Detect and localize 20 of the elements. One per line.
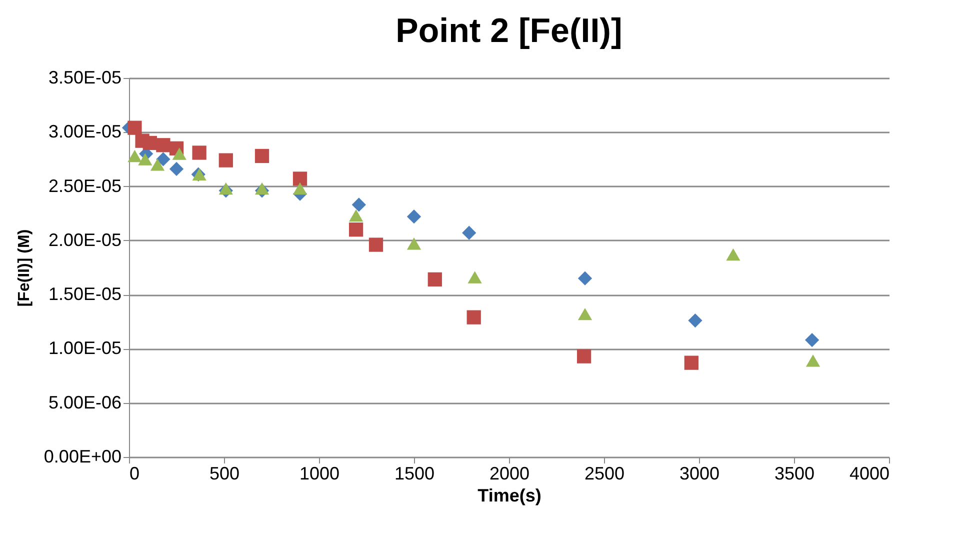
x-tick-label: 1500 xyxy=(394,464,435,484)
y-axis-title: [Fe(II)] (M) xyxy=(16,229,33,307)
x-tick-label: 3000 xyxy=(679,464,720,484)
x-tick-label: 4000 xyxy=(849,464,890,484)
y-tick-label: 1.00E-05 xyxy=(48,338,122,358)
chart-title: Point 2 [Fe(II)] xyxy=(396,12,622,50)
y-tick-label: 5.00E-06 xyxy=(48,392,122,412)
x-tick-label: 2500 xyxy=(584,464,625,484)
x-tick-label: 3500 xyxy=(774,464,815,484)
x-tick-label: 0 xyxy=(130,464,140,484)
y-tick-label: 2.00E-05 xyxy=(48,230,122,250)
y-tick-label: 0.00E+00 xyxy=(44,446,122,466)
x-tick-label: 1000 xyxy=(299,464,340,484)
x-tick-label: 2000 xyxy=(489,464,530,484)
y-tick-label: 3.00E-05 xyxy=(48,122,122,142)
x-axis-title: Time(s) xyxy=(478,486,542,506)
y-tick-label: 3.50E-05 xyxy=(48,68,122,88)
y-tick-label: 2.50E-05 xyxy=(48,176,122,196)
x-tick-label: 500 xyxy=(209,464,240,484)
y-tick-label: 1.50E-05 xyxy=(48,284,122,304)
